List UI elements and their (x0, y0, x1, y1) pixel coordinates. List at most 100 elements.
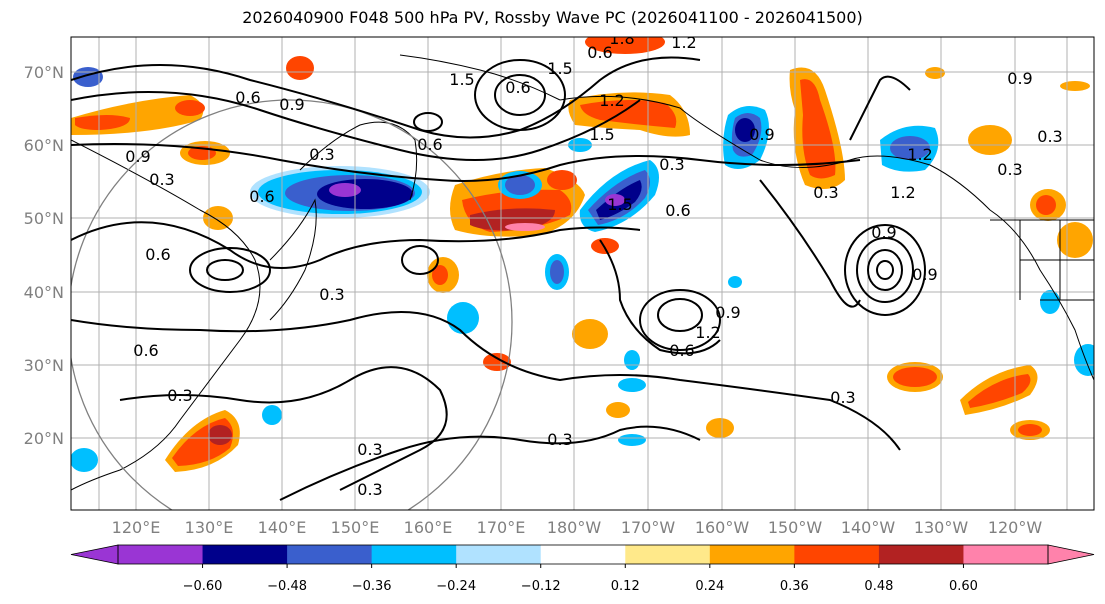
contour-label: 1.2 (599, 91, 624, 110)
pv-contour (71, 221, 641, 269)
contour-label: 0.9 (1007, 69, 1032, 88)
colorbar-segment (625, 545, 711, 564)
latitude-label: 40°N (24, 283, 64, 302)
pv-anomaly-positive (1057, 222, 1093, 258)
contour-label: 1.5 (449, 70, 474, 89)
pv-anomaly-positive (580, 99, 677, 128)
contour-label: 0.6 (669, 341, 694, 360)
pv-contour (71, 91, 641, 161)
pv-anomaly-negative (317, 179, 413, 209)
latitude-label: 60°N (24, 136, 64, 155)
contour-label: 1.5 (547, 59, 572, 78)
pv-contour (189, 247, 271, 293)
longitude-labels: 120°E 130°E 140°E 150°E 160°E 170°E 180°W 170°W… (112, 518, 1043, 537)
colorbar-segment (540, 545, 626, 564)
pv-anomaly-negative (1074, 344, 1094, 376)
pv-anomaly-negative (71, 448, 98, 472)
colorbar-segment (963, 545, 1049, 564)
coastlines (71, 54, 1094, 491)
pv-anomaly-positive (800, 79, 836, 179)
contour-label: 0.3 (1037, 127, 1062, 146)
map-plot-area[interactable]: 0.6 0.91.5 0.61.21.50.9 0.30.60.30.60.30.30… (68, 29, 1102, 544)
pv-anomaly-positive (893, 367, 937, 387)
contour-label: 0.3 (357, 440, 382, 459)
pv-anomaly-positive (968, 125, 1012, 155)
colorbar-tick-labels: −0.60 −0.48 −0.36 −0.24 −0.12 0.12 0.24 0.36 0.4… (183, 564, 978, 594)
contour-label: 0.9 (715, 303, 740, 322)
pv-contour (413, 112, 443, 132)
pv-anomaly-positive (572, 319, 608, 349)
pv-anomaly-negative (447, 302, 479, 334)
map-title: 2026040900 F048 500 hPa PV, Rossby Wave … (242, 8, 863, 27)
pv-anomaly-negative (550, 260, 564, 284)
contour-label: 1.2 (695, 323, 720, 342)
pv-anomaly-positive (585, 37, 665, 54)
colorbar-segment (202, 545, 288, 564)
pv-anomaly-positive (706, 418, 734, 438)
pv-anomaly-negative (735, 118, 755, 142)
colorbar-segment (709, 545, 795, 564)
contour-label: 0.9 (125, 147, 150, 166)
latitude-labels: 70°N 60°N 50°N 40°N 30°N 20°N (24, 63, 64, 448)
japan-coastline (269, 198, 317, 321)
contour-label: 0.3 (997, 160, 1022, 179)
pv-anomaly-positive (925, 67, 945, 79)
longitude-label: 130°W (914, 518, 969, 537)
colorbar-segment (287, 545, 373, 564)
colorbar-tick-label: 0.36 (780, 579, 809, 594)
colorbar-tick-label: −0.36 (352, 579, 392, 594)
colorbar-tick-label: −0.60 (183, 579, 223, 594)
colorbar-tick-label: 0.24 (695, 579, 724, 594)
pv-contour (599, 239, 721, 355)
contour-label: 1.5 (607, 195, 632, 214)
pv-anomaly-positive (1018, 424, 1042, 436)
colorbar-tick-label: −0.48 (267, 579, 307, 594)
contour-label: 0.6 (145, 245, 170, 264)
contour-label: 0.3 (357, 480, 382, 499)
pv-shading (71, 37, 1094, 472)
state-borders (990, 219, 1094, 301)
pv-anomaly-negative (262, 405, 282, 425)
pv-contour (71, 56, 701, 139)
longitude-label: 140°W (841, 518, 896, 537)
map-frame (70, 36, 1095, 511)
latitude-label: 30°N (24, 356, 64, 375)
contour-label: 1.8 (609, 29, 634, 48)
contour-label: 1.5 (589, 125, 614, 144)
pv-contour (279, 425, 701, 501)
longitude-label: 160°W (695, 518, 750, 537)
longitude-label: 170°W (621, 518, 676, 537)
pv-contour (119, 366, 448, 491)
pv-anomaly-negative (624, 350, 640, 370)
pv-anomaly-positive (208, 425, 232, 445)
contour-label: 0.3 (659, 155, 684, 174)
contour-label: 0.3 (149, 170, 174, 189)
contour-label: 0.9 (912, 265, 937, 284)
pv-contour (494, 74, 546, 116)
pv-anomaly-negative (890, 136, 930, 160)
colorbar-extend-min (70, 544, 119, 565)
longitude-label: 140°E (258, 518, 307, 537)
pv-anomaly-positive (547, 170, 577, 190)
longitude-label: 180°W (547, 518, 602, 537)
pv-anomaly-positive (591, 238, 619, 254)
contour-label: 1.2 (671, 33, 696, 52)
pv-contour (639, 289, 721, 351)
contour-label: 0.3 (813, 183, 838, 202)
pv-anomaly-positive (483, 353, 511, 371)
longitude-label: 160°E (404, 518, 453, 537)
contour-label: 0.3 (309, 145, 334, 164)
colorbar-tick-label: 0.60 (949, 579, 978, 594)
longitude-label: 150°E (331, 518, 380, 537)
contour-label: 0.6 (505, 78, 530, 97)
contour-label: 0.3 (319, 285, 344, 304)
pv-contour (844, 224, 926, 316)
contour-label: 0.6 (665, 201, 690, 220)
pv-anomaly-negative (618, 378, 646, 392)
pv-anomaly-positive (286, 56, 314, 80)
longitude-label: 170°E (477, 518, 526, 537)
contour-label: 0.9 (749, 125, 774, 144)
pv-anomaly-negative (605, 194, 625, 206)
contour-label: 0.9 (871, 223, 896, 242)
